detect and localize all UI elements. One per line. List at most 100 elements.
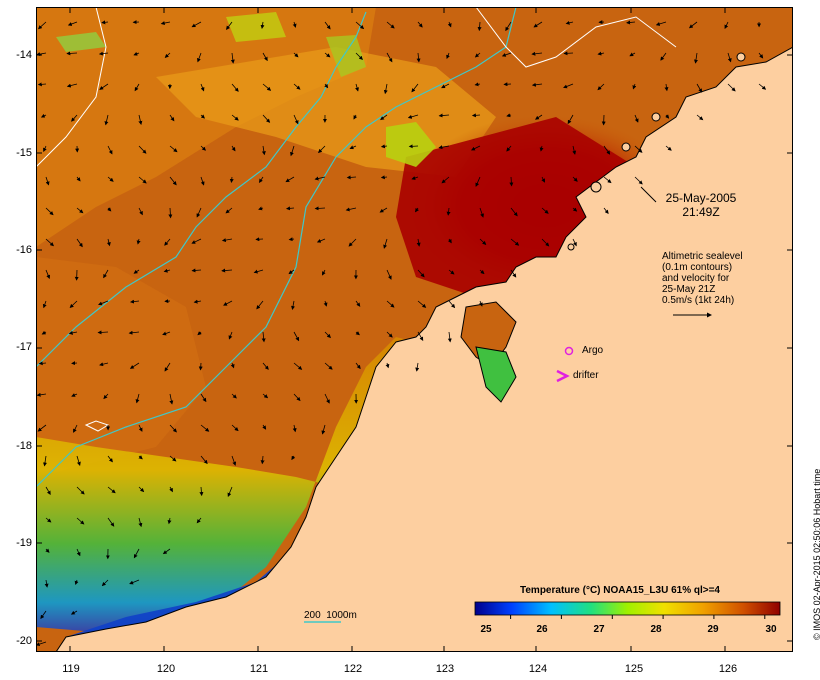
velocity-arrow (510, 207, 518, 217)
velocity-arrow (169, 393, 174, 405)
velocity-arrow (197, 331, 202, 336)
velocity-arrow (133, 51, 140, 56)
velocity-arrow (71, 114, 78, 122)
velocity-arrow (629, 52, 636, 57)
green-patch-4 (226, 12, 286, 42)
velocity-arrow (293, 52, 299, 58)
velocity-arrow (446, 52, 450, 60)
velocity-arrow (198, 362, 203, 371)
velocity-arrow (285, 176, 295, 183)
velocity-arrow (417, 21, 423, 28)
lon-tick-label: 123 (435, 663, 455, 675)
velocity-arrow (572, 238, 577, 247)
velocity-arrow (231, 393, 237, 399)
velocity-arrow (471, 113, 481, 118)
velocity-arrow (258, 176, 264, 183)
velocity-arrow (314, 206, 326, 211)
green-patch-3 (56, 32, 106, 52)
velocity-arrow (260, 455, 265, 465)
velocity-arrow (475, 176, 481, 187)
velocity-arrow (128, 330, 140, 335)
colorbar (474, 601, 781, 616)
velocity-arrow (76, 176, 81, 182)
colorbar-tick-label: 25 (480, 624, 492, 635)
velocity-arrow (380, 144, 388, 149)
velocity-arrow (164, 362, 171, 372)
sealevel-line: 25-May 21Z (662, 284, 716, 295)
lat-tick-label: -18 (16, 440, 32, 452)
velocity-arrow (200, 176, 205, 186)
velocity-arrow (541, 207, 549, 214)
velocity-arrow (293, 362, 303, 370)
velocity-arrow (231, 455, 237, 466)
velocity-arrow (470, 145, 481, 151)
velocity-arrow (379, 207, 388, 213)
velocity-arrow (45, 238, 54, 247)
velocity-arrow (383, 83, 388, 95)
velocity-arrow (563, 83, 574, 89)
velocity-arrow (66, 83, 78, 88)
velocity-arrow (407, 114, 419, 119)
velocity-arrow (162, 331, 171, 336)
sealevel-contour (36, 7, 107, 168)
velocity-arrow (416, 238, 421, 247)
velocity-arrow (411, 83, 419, 93)
velocity-arrow (506, 113, 512, 118)
velocity-arrow (107, 176, 114, 182)
velocity-arrow (76, 548, 81, 557)
velocity-arrow (169, 176, 177, 186)
velocity-arrow (169, 486, 173, 493)
velocity-arrow (107, 517, 115, 527)
velocity-arrow (138, 114, 143, 125)
lon-tick-label: 124 (528, 663, 548, 675)
velocity-arrow (316, 238, 326, 243)
velocity-arrow (501, 52, 512, 57)
velocity-arrow (169, 455, 177, 462)
velocity-arrow (324, 362, 333, 370)
velocity-arrow (191, 21, 202, 28)
green-patch-2 (326, 35, 366, 77)
velocity-arrow (76, 207, 84, 214)
velocity-arrow (447, 331, 452, 343)
velocity-arrow (291, 455, 296, 461)
velocity-arrow (40, 610, 47, 620)
velocity-arrow (228, 331, 233, 340)
velocity-arrow (632, 83, 637, 90)
velocity-arrow (231, 145, 236, 152)
velocity-arrow (441, 83, 450, 89)
lon-tick-label: 126 (718, 663, 738, 675)
velocity-arrow (199, 486, 204, 497)
velocity-arrow (42, 300, 47, 309)
velocity-arrow (129, 579, 140, 585)
sealevel-contour (475, 7, 677, 68)
velocity-arrow (98, 300, 109, 306)
velocity-arrow (322, 269, 326, 276)
velocity-arrow (286, 206, 295, 211)
velocity-arrow (447, 21, 452, 28)
velocity-arrow (474, 82, 481, 87)
velocity-arrow (758, 83, 767, 90)
sealevel-legend: Altimetric sealevel (0.1m contours) and … (662, 251, 782, 306)
velocity-arrow (231, 83, 239, 92)
velocity-arrow (261, 145, 266, 156)
velocity-arrow (345, 207, 357, 212)
velocity-arrow (597, 51, 605, 56)
velocity-arrow (597, 83, 605, 91)
velocity-arrow (200, 393, 207, 403)
velocity-arrow (349, 145, 357, 150)
velocity-arrow (76, 238, 83, 248)
velocity-arrow (221, 268, 233, 273)
velocity-arrow (479, 269, 485, 275)
velocity-arrow (603, 207, 609, 215)
velocity-arrow (567, 114, 574, 125)
velocity-arrow (386, 269, 392, 280)
velocity-arrow (417, 300, 427, 308)
velocity-arrow (634, 176, 643, 185)
velocity-arrow (292, 424, 297, 433)
velocity-arrow (660, 52, 667, 61)
velocity-arrow (230, 52, 235, 64)
velocity-arrow (138, 455, 143, 460)
velocity-arrow (417, 269, 425, 278)
velocity-arrow (355, 331, 360, 336)
velocity-arrow (68, 330, 78, 335)
